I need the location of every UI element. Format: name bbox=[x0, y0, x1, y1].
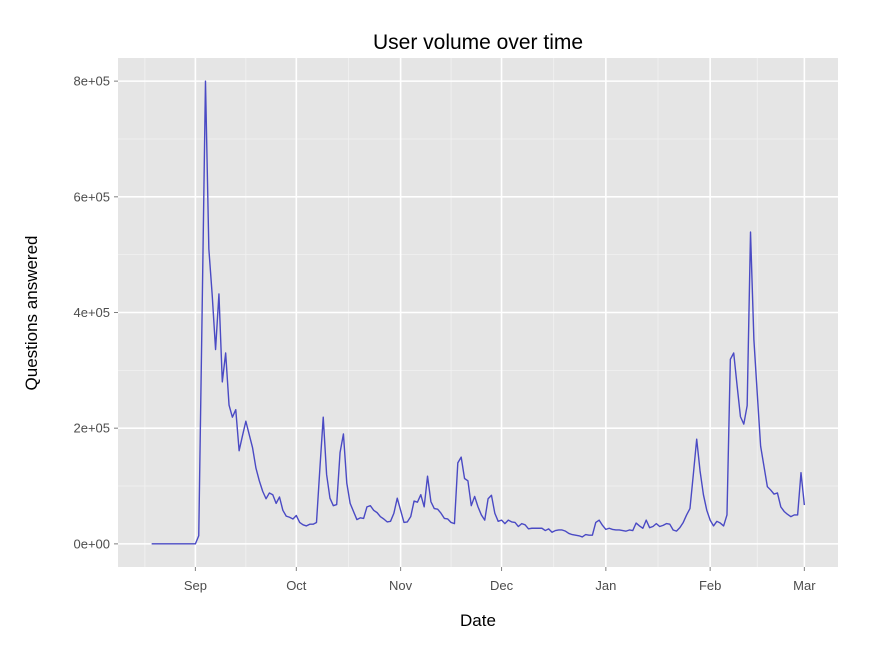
x-tick-label: Feb bbox=[699, 578, 721, 593]
y-tick-label: 0e+00 bbox=[73, 536, 110, 551]
x-tick-label: Oct bbox=[286, 578, 307, 593]
x-tick-label: Mar bbox=[793, 578, 816, 593]
series-line bbox=[151, 80, 806, 545]
y-tick-label: 6e+05 bbox=[73, 189, 110, 204]
y-tick-label: 8e+05 bbox=[73, 74, 110, 89]
y-axis: 0e+00 2e+05 4e+05 6e+05 8e+05 bbox=[73, 74, 118, 551]
y-tick-label: 2e+05 bbox=[73, 421, 110, 436]
major-gridlines bbox=[118, 58, 838, 567]
x-tick-label: Jan bbox=[595, 578, 616, 593]
x-axis-title: Date bbox=[460, 611, 496, 630]
y-tick-label: 4e+05 bbox=[73, 305, 110, 320]
chart-title: User volume over time bbox=[373, 31, 583, 54]
x-tick-label: Nov bbox=[389, 578, 413, 593]
x-tick-label: Sep bbox=[184, 578, 207, 593]
x-axis: Sep Oct Nov Dec Jan Feb Mar bbox=[184, 567, 816, 593]
x-tick-label: Dec bbox=[490, 578, 514, 593]
y-axis-title: Questions answered bbox=[22, 236, 41, 391]
